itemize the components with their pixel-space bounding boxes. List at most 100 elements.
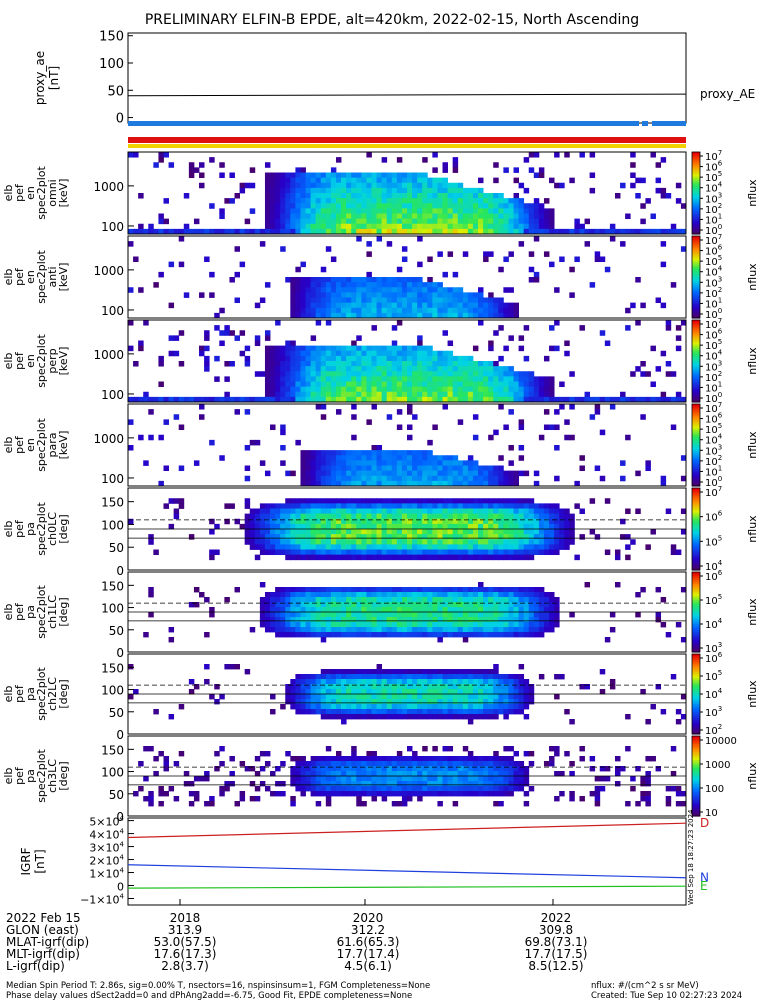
spectrogram-cell bbox=[204, 256, 210, 263]
colorbar-cell bbox=[692, 449, 700, 452]
spectrogram-cell bbox=[366, 152, 372, 158]
spectrogram-cell bbox=[407, 632, 413, 638]
spectrogram-cell bbox=[401, 361, 408, 367]
spectrogram-cell bbox=[478, 508, 484, 515]
spectrogram-cell bbox=[391, 781, 398, 787]
spectrogram-cell bbox=[493, 470, 499, 477]
spectrogram-cell bbox=[224, 325, 230, 331]
spectrogram-cell bbox=[346, 455, 352, 461]
spectrogram-cell bbox=[290, 689, 296, 695]
spectrogram-cell bbox=[467, 371, 474, 377]
spectrogram-cell bbox=[462, 480, 469, 487]
spectrogram-cell bbox=[346, 617, 352, 623]
spectrogram-cell bbox=[655, 297, 662, 304]
colorbar-cell bbox=[692, 730, 700, 733]
spectrogram-cell bbox=[417, 182, 423, 189]
spectrogram-cell bbox=[483, 612, 489, 618]
spectrogram-cell bbox=[437, 355, 443, 362]
colorbar-cell bbox=[692, 358, 700, 362]
spectrogram-cell bbox=[467, 607, 474, 613]
spectrogram-cell bbox=[533, 617, 540, 623]
spectrogram-cell bbox=[386, 776, 393, 782]
spectrogram-cell bbox=[422, 709, 428, 715]
spectrogram-cell bbox=[467, 694, 474, 700]
spectrogram-cell bbox=[508, 307, 514, 314]
spectrogram-cell bbox=[346, 312, 352, 319]
spectrogram-cell bbox=[513, 386, 519, 393]
spectrogram-cell bbox=[391, 549, 398, 556]
colorbar-tick-exponent: 5 bbox=[718, 669, 722, 677]
colorbar-cell bbox=[692, 604, 700, 607]
spectrogram-cell bbox=[437, 669, 443, 675]
spectrogram-cell bbox=[630, 152, 636, 158]
spectrogram-cell bbox=[361, 529, 367, 535]
spectrogram-cell bbox=[346, 704, 352, 710]
colorbar-tick-exponent: 5 bbox=[718, 170, 722, 178]
spectrogram-cell bbox=[325, 381, 332, 388]
spectrogram-cell bbox=[493, 307, 499, 314]
spectrogram-cell bbox=[320, 587, 327, 593]
spectrogram-cell bbox=[498, 381, 504, 388]
spectrogram-cell bbox=[158, 434, 164, 441]
spectrogram-cell bbox=[341, 480, 347, 487]
spectrogram-cell bbox=[325, 198, 332, 204]
spectrogram-cell bbox=[315, 208, 322, 214]
spectrogram-cell bbox=[341, 771, 347, 777]
spectrogram-cell bbox=[478, 534, 484, 540]
spectrogram-cell bbox=[437, 597, 443, 603]
spectrogram-cell bbox=[158, 791, 164, 797]
spectrogram-cell bbox=[285, 172, 291, 179]
spectrogram-cell bbox=[483, 529, 489, 535]
spectrogram-cell bbox=[305, 761, 312, 767]
spectrogram-cell bbox=[376, 513, 383, 520]
spectrogram-cell bbox=[523, 549, 530, 556]
spectrogram-cell bbox=[417, 340, 423, 347]
spectrogram-cell bbox=[508, 549, 514, 556]
spectrogram-cell bbox=[351, 592, 357, 598]
spectrogram-cell bbox=[407, 345, 413, 352]
spectrogram-cell bbox=[467, 307, 474, 314]
spectrogram-cell bbox=[635, 396, 641, 403]
spectrogram-cell bbox=[361, 694, 367, 700]
spectrogram-cell bbox=[407, 612, 413, 618]
spectrogram-cell bbox=[330, 523, 337, 530]
spectrogram-cell bbox=[417, 470, 423, 477]
spectrogram-cell bbox=[386, 786, 393, 792]
spectrogram-cell bbox=[513, 704, 519, 710]
spectrogram-cell bbox=[371, 277, 377, 283]
spectrogram-cell bbox=[640, 218, 646, 225]
spectrogram-cell bbox=[488, 228, 494, 235]
spectrogram-cell bbox=[264, 193, 271, 199]
spectrogram-cell bbox=[432, 465, 438, 472]
spectrogram-cell bbox=[376, 470, 383, 477]
spectrogram-cell bbox=[386, 213, 393, 220]
spectrogram-cell bbox=[543, 518, 550, 525]
spectrogram-cell bbox=[407, 689, 413, 695]
colorbar-cell bbox=[692, 488, 700, 491]
spectrogram-cell bbox=[503, 592, 509, 598]
spectrogram-cell bbox=[366, 287, 372, 293]
spectrogram-cell bbox=[594, 409, 601, 415]
spectrogram-cell bbox=[569, 396, 575, 403]
spectrogram-cell bbox=[376, 699, 383, 705]
spectrogram-cell bbox=[483, 539, 489, 545]
spectrogram-cell bbox=[270, 523, 276, 530]
spectrogram-cell bbox=[493, 228, 499, 235]
spectrogram-cell bbox=[381, 587, 388, 593]
spectrogram-cell bbox=[128, 518, 134, 525]
spectrogram-cell bbox=[432, 203, 438, 209]
spectrogram-cell bbox=[325, 597, 332, 603]
spectrogram-cell bbox=[432, 714, 438, 720]
spectrogram-cell bbox=[259, 607, 266, 613]
spectrogram-cell bbox=[315, 465, 322, 472]
spectrogram-cell bbox=[371, 218, 377, 225]
spectrogram-cell bbox=[513, 689, 519, 695]
spectrogram-cell bbox=[396, 508, 403, 515]
spectrogram-cell bbox=[356, 470, 362, 477]
spectrogram-cell bbox=[361, 396, 367, 403]
colorbar-cell bbox=[692, 696, 700, 699]
spectrogram-cell bbox=[300, 523, 306, 530]
spectrogram-cell bbox=[290, 292, 296, 298]
spectrogram-cell bbox=[437, 475, 443, 482]
spectrogram-cell bbox=[518, 208, 525, 214]
